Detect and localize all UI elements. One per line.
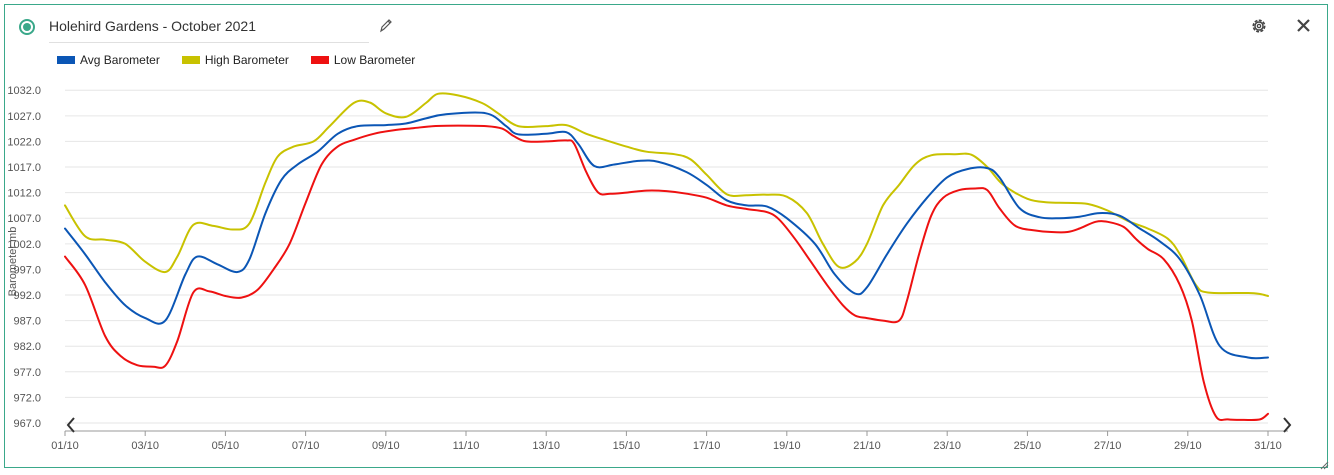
chevron-left-icon[interactable] — [66, 417, 75, 433]
legend-swatch-avg — [57, 56, 75, 64]
y-tick-label: 1017.0 — [7, 162, 41, 174]
y-tick-label: 987.0 — [13, 316, 41, 328]
x-tick-label: 29/10 — [1174, 440, 1202, 452]
resize-grip-icon[interactable] — [1319, 457, 1329, 470]
chart-legend: Avg Barometer High Barometer Low Baromet… — [57, 53, 415, 67]
y-tick-label: 1012.0 — [7, 188, 41, 200]
x-tick-label: 23/10 — [933, 440, 961, 452]
y-tick-label: 1002.0 — [7, 239, 41, 251]
legend-swatch-high — [181, 56, 200, 64]
legend-swatch-low — [310, 56, 329, 64]
chart-widget: Holehird Gardens - October 2021 Avg Baro… — [4, 4, 1329, 470]
y-tick-label: 1022.0 — [7, 136, 41, 148]
y-tick-label: 1027.0 — [7, 111, 41, 123]
y-tick-label: 982.0 — [13, 341, 41, 353]
y-tick-label: 997.0 — [13, 264, 41, 276]
y-tick-label: 1007.0 — [7, 213, 41, 225]
y-tick-label: 972.0 — [13, 392, 41, 404]
status-dot-icon[interactable] — [19, 19, 35, 35]
series-line-avg[interactable] — [64, 111, 1269, 360]
legend-item-avg[interactable]: Avg Barometer — [57, 53, 160, 67]
x-tick-label: 31/10 — [1254, 440, 1282, 452]
x-tick-label: 07/10 — [292, 440, 320, 452]
x-tick-label: 09/10 — [372, 440, 400, 452]
series-line-low[interactable] — [64, 124, 1269, 422]
series-line-high[interactable] — [64, 92, 1269, 297]
x-tick-label: 19/10 — [773, 440, 801, 452]
x-tick-label: 21/10 — [853, 440, 881, 452]
y-axis-title: Barometer mb — [7, 227, 19, 297]
line-chart: 967.0 972.0 977.0 982.0 987.0 992.0 997.0 1002.… — [7, 85, 1292, 452]
x-tick-label: 25/10 — [1014, 440, 1042, 452]
widget-title[interactable]: Holehird Gardens - October 2021 — [49, 18, 369, 43]
x-tick-label: 15/10 — [613, 440, 641, 452]
x-tick-label: 13/10 — [532, 440, 560, 452]
x-tick-label: 11/10 — [453, 440, 480, 452]
y-tick-label: 992.0 — [13, 290, 41, 302]
legend-label-low: Low Barometer — [333, 53, 416, 67]
x-tick-label: 01/10 — [51, 440, 79, 452]
gear-icon[interactable] — [1248, 15, 1270, 37]
legend-label-avg: Avg Barometer — [80, 53, 160, 67]
pencil-icon[interactable] — [377, 17, 395, 35]
legend-item-low[interactable]: Low Barometer — [310, 53, 416, 67]
x-tick-label: 17/10 — [693, 440, 721, 452]
x-tick-label: 27/10 — [1094, 440, 1122, 452]
y-tick-label: 1032.0 — [7, 85, 41, 97]
close-icon[interactable] — [1294, 15, 1314, 37]
x-tick-label: 05/10 — [212, 440, 240, 452]
chevron-right-icon[interactable] — [1283, 417, 1292, 433]
legend-label-high: High Barometer — [204, 53, 289, 67]
x-tick-label: 03/10 — [131, 440, 159, 452]
y-tick-label: 977.0 — [13, 367, 41, 379]
legend-item-high[interactable]: High Barometer — [181, 53, 289, 67]
y-tick-label: 967.0 — [13, 418, 41, 430]
